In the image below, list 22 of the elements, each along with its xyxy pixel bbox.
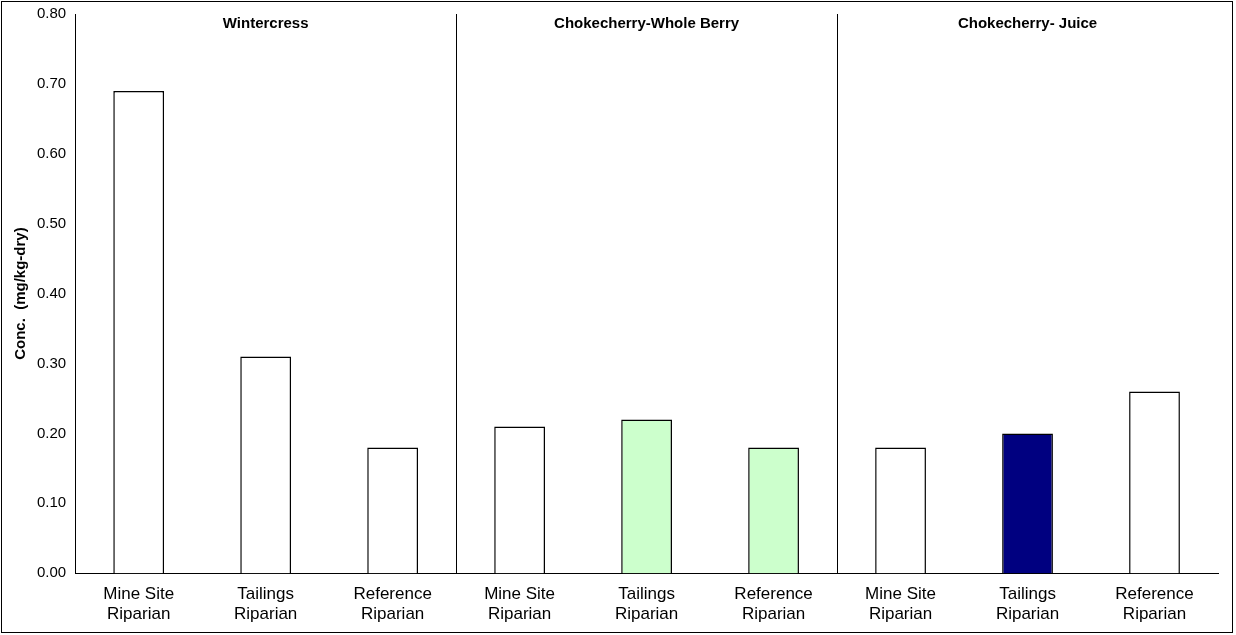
y-tick-label: 0.40 xyxy=(36,283,67,301)
annotation: Wintercress xyxy=(222,13,309,31)
x-tick-label: Mine Site Riparian xyxy=(865,584,936,624)
y-tick-label: 0.10 xyxy=(36,493,67,511)
y-tick-label: 0.00 xyxy=(36,563,67,581)
x-tick-label: Mine Site Riparian xyxy=(484,584,556,624)
x-tick-label: Tailings Riparian xyxy=(234,584,298,624)
x-tick-label: Tailings Riparian xyxy=(614,584,679,624)
x-tick-label: Reference Riparian xyxy=(353,584,432,624)
y-tick-label: 0.70 xyxy=(36,74,67,92)
x-tick-label: Reference Riparian xyxy=(1115,584,1194,624)
y-tick-label: 0.20 xyxy=(36,423,67,441)
annotation: Chokecherry-Whole Berry xyxy=(554,13,740,31)
y-tick-label: 0.80 xyxy=(36,4,67,22)
annotation: Chokecherry- Juice xyxy=(957,13,1098,31)
x-tick-label: Tailings Riparian xyxy=(995,584,1060,624)
y-axis-title: Conc. (mg/kg-dry) xyxy=(11,227,29,360)
y-tick-label: 0.60 xyxy=(36,143,67,161)
x-tick-label: Reference Riparian xyxy=(734,584,813,624)
y-tick-label: 0.30 xyxy=(36,353,67,371)
x-tick-label: Mine Site Riparian xyxy=(103,584,175,624)
y-tick-label: 0.50 xyxy=(36,213,67,231)
